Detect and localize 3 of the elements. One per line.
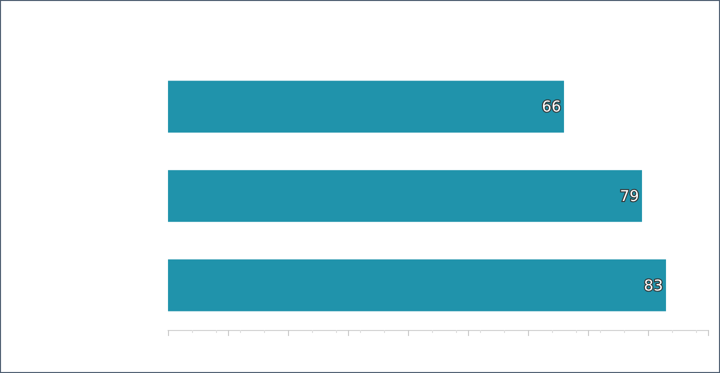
data-label: 66	[542, 98, 561, 116]
data-label: 79	[620, 187, 639, 205]
data-label: 83	[644, 276, 663, 294]
